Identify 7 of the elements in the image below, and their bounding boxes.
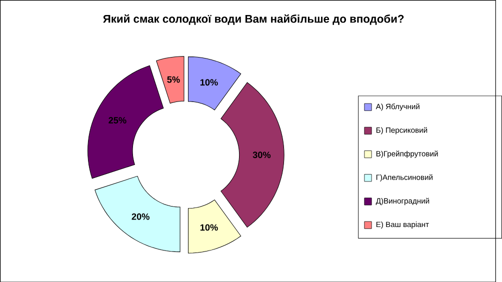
chart-title: Який смак солодкої води Вам найбільше до вподоби?: [103, 14, 404, 25]
data-label: 10%: [200, 224, 218, 231]
data-label: 25%: [108, 116, 126, 124]
data-label: 5%: [167, 76, 180, 83]
data-label: 30%: [252, 151, 271, 158]
data-label: 20%: [132, 213, 150, 220]
data-label: 10%: [200, 78, 218, 86]
